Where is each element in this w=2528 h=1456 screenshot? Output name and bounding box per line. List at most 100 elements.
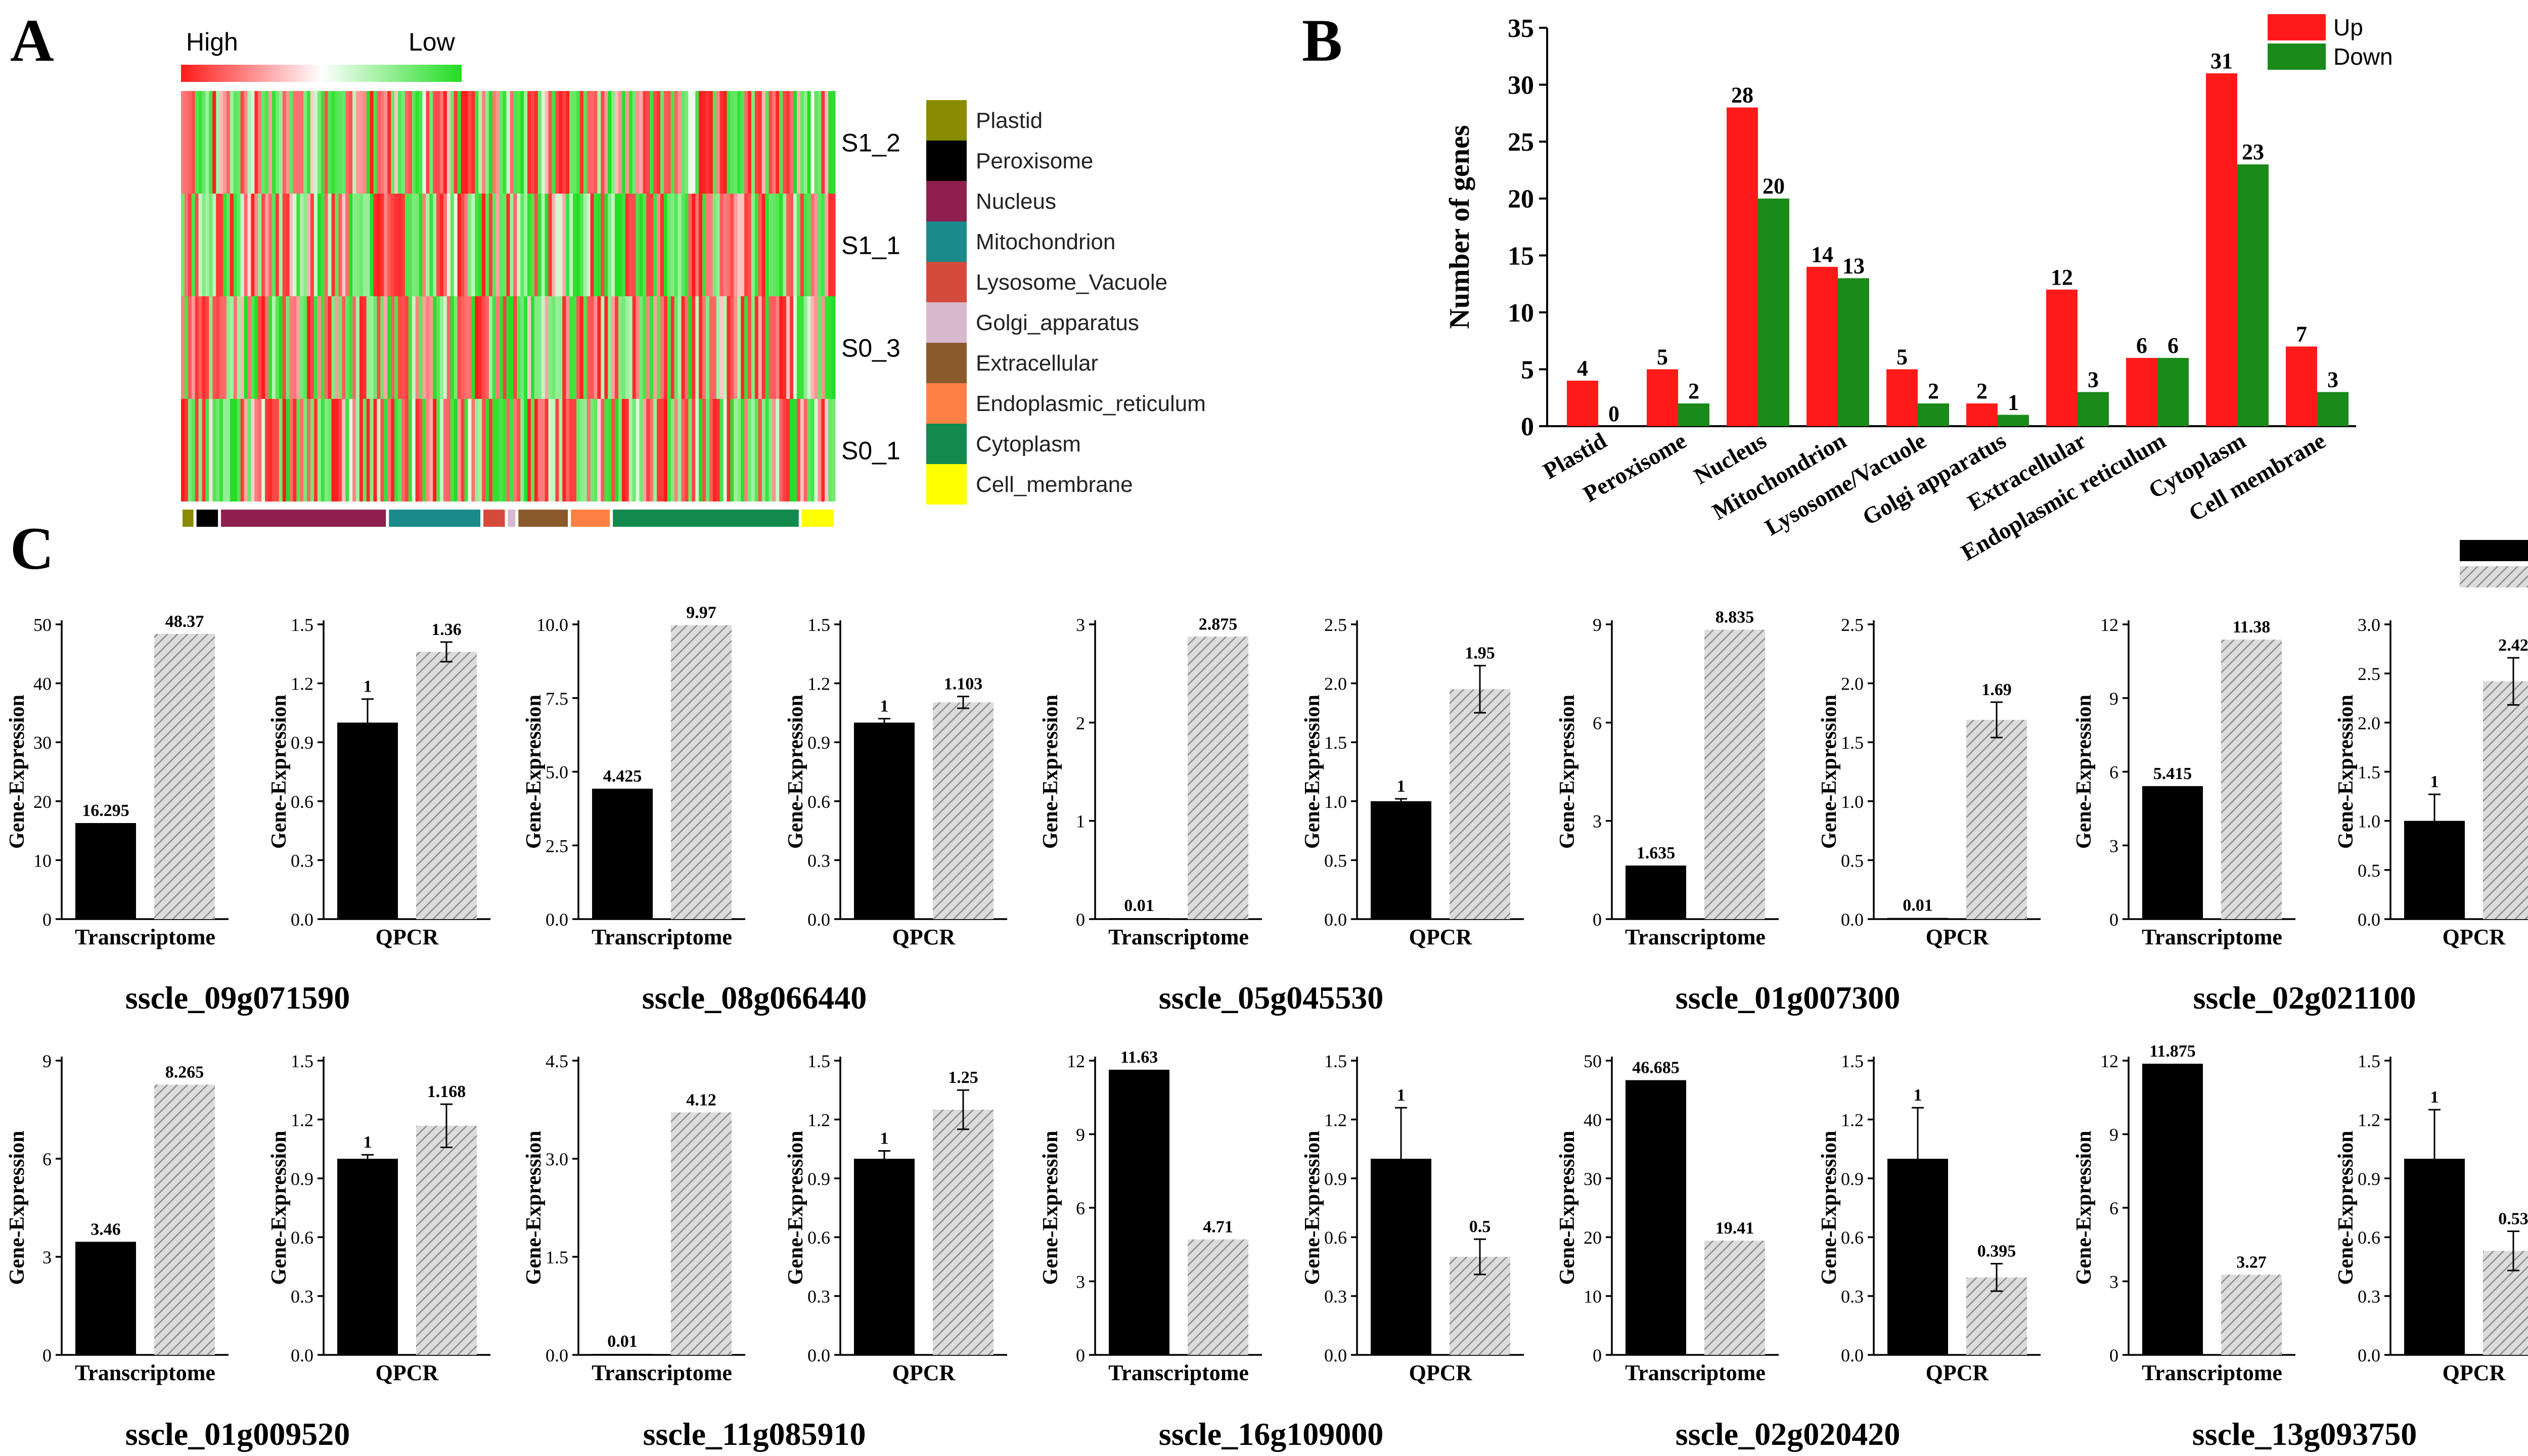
heatmap-cell [446, 91, 451, 194]
heatmap-cell [457, 399, 462, 502]
y-tick-label: 0.5 [1841, 850, 1864, 871]
bar-down [1998, 415, 2029, 426]
heatmap-cell [667, 399, 671, 502]
heatmap-cell [387, 296, 391, 399]
y-tick-label: 2.0 [2358, 713, 2380, 733]
gene-title: sscle_01g007300 [1676, 980, 1900, 1016]
heatmap-cell [209, 194, 213, 296]
bar-value-label: 1 [2430, 772, 2439, 791]
heatmap-cell [475, 91, 479, 194]
heatmap-cell [611, 194, 615, 296]
heatmap-cell [590, 399, 595, 502]
heatmap-cell [188, 296, 192, 399]
heatmap-cell [723, 91, 728, 194]
heatmap-cell [240, 399, 245, 502]
heatmap-cell [440, 194, 444, 296]
heatmap-row-label: S1_1 [841, 232, 900, 260]
heatmap-cell [765, 399, 770, 502]
bar-value-label: 16.295 [82, 801, 129, 820]
heatmap-cell [754, 399, 759, 502]
heatmap-cell [810, 399, 815, 502]
y-axis-label: Gene-Expression [522, 695, 546, 849]
heatmap-cell [499, 194, 504, 296]
heatmap-cell [401, 194, 405, 296]
heatmap-cell [621, 296, 626, 399]
heatmap-cell [625, 194, 629, 296]
heatmap-cell [646, 91, 650, 194]
heatmap-cell [653, 399, 657, 502]
legend-label: Plastid [976, 108, 1043, 133]
heatmap-cell [296, 91, 300, 194]
heatmap-cell [303, 91, 307, 194]
y-tick-label: 1.2 [2358, 1110, 2380, 1130]
heatmap-cell [524, 91, 528, 194]
bar-value-label: 11.875 [2149, 1042, 2196, 1061]
heatmap-cell [349, 296, 353, 399]
heatmap-cell [272, 399, 276, 502]
heatmap-cell [475, 399, 479, 502]
bar-value-label: 3 [2327, 367, 2338, 392]
heatmap-cell [258, 91, 262, 194]
heatmap-cell [398, 399, 402, 502]
heatmap-cell [695, 296, 699, 399]
heatmap-cell [499, 296, 504, 399]
heatmap-cell [734, 399, 738, 502]
x-axis-label: QPCR [892, 1360, 956, 1385]
heatmap-cell [331, 194, 336, 296]
bar-s1 [154, 634, 215, 919]
heatmap-cell [223, 91, 227, 194]
heatmap-cell [251, 399, 255, 502]
heatmap-cell [272, 296, 276, 399]
heatmap-cell [566, 296, 570, 399]
heatmap-cell [195, 296, 199, 399]
heatmap-cell [370, 194, 374, 296]
heatmap-cell [275, 296, 280, 399]
heatmap-cell [769, 194, 773, 296]
heatmap-cell [373, 399, 378, 502]
heatmap-cell [359, 399, 364, 502]
y-tick-label: 9 [2109, 1125, 2118, 1145]
y-tick-label: 1.5 [2358, 1051, 2380, 1071]
heatmap-cell [401, 399, 405, 502]
heatmap-cell [765, 296, 770, 399]
bar-s0 [854, 722, 915, 919]
heatmap-cell [446, 399, 451, 502]
heatmap-cell [559, 399, 563, 502]
heatmap-cell [422, 91, 426, 194]
heatmap-cell [573, 296, 577, 399]
heatmap-cell [443, 194, 447, 296]
heatmap-cell [800, 399, 804, 502]
bar-value-label: 5 [1897, 344, 1908, 369]
heatmap-cell [555, 296, 559, 399]
heatmap-cell [734, 194, 738, 296]
heatmap-cell [674, 399, 679, 502]
heatmap-cell [370, 399, 374, 502]
y-tick-label: 0.6 [2358, 1227, 2380, 1248]
heatmap-cell [426, 296, 430, 399]
heatmap-cell [216, 399, 220, 502]
bar-s1 [2483, 1251, 2528, 1355]
y-axis-label: Gene-Expression [1818, 695, 1841, 849]
y-tick-label: 1.5 [1324, 733, 1347, 753]
y-tick-label: 0.3 [291, 1287, 313, 1307]
y-tick-label: 3 [1076, 1272, 1085, 1292]
heatmap-cell [748, 194, 752, 296]
heatmap-cell [279, 296, 283, 399]
heatmap-cell [408, 296, 413, 399]
heatmap-cell [401, 296, 405, 399]
heatmap-cell [429, 91, 433, 194]
heatmap-cell [636, 399, 640, 502]
heatmap-cell [335, 296, 339, 399]
heatmap-cell [590, 296, 595, 399]
legend-swatch [926, 181, 967, 221]
heatmap-cell [436, 399, 440, 502]
heatmap-cell [569, 296, 573, 399]
y-tick-label: 1.2 [1841, 1110, 1864, 1130]
y-tick-label: 2.5 [1841, 615, 1864, 635]
x-axis-label: Transcriptome [592, 1360, 732, 1385]
heatmap-cell [579, 296, 584, 399]
heatmap-cell [530, 194, 535, 296]
y-tick-label: 6 [1076, 1198, 1085, 1218]
heatmap-cell [537, 91, 542, 194]
y-tick-label: 0.6 [1324, 1227, 1347, 1248]
